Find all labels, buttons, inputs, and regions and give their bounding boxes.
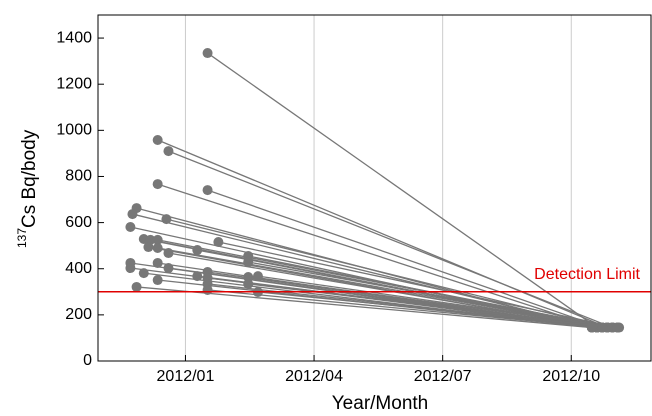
- point: [161, 214, 172, 225]
- y-tick-label: 1400: [56, 29, 92, 46]
- point: [152, 275, 163, 286]
- point: [243, 278, 254, 289]
- y-tick-label: 0: [83, 352, 92, 369]
- segment-line: [257, 275, 620, 329]
- point: [243, 257, 254, 268]
- segment-line: [248, 261, 618, 329]
- point: [202, 284, 213, 295]
- segment-line: [136, 286, 592, 329]
- point: [163, 146, 174, 157]
- point: [192, 271, 203, 282]
- point: [612, 322, 623, 333]
- point: [202, 48, 213, 59]
- segment-line: [157, 183, 598, 329]
- point: [152, 234, 163, 245]
- point: [192, 245, 203, 256]
- point: [131, 281, 142, 292]
- point: [138, 268, 149, 279]
- point: [152, 257, 163, 268]
- point: [213, 236, 224, 247]
- y-axis-title-sup: 137: [15, 228, 29, 248]
- y-axis-title: Cs Bq/body: [19, 129, 40, 228]
- point: [243, 272, 254, 283]
- y-tick-label: 200: [65, 306, 92, 323]
- segment-line: [207, 289, 603, 329]
- y-axis-title-group: 137 Cs Bq/body: [15, 129, 40, 248]
- segment-line: [207, 52, 598, 329]
- point: [152, 179, 163, 190]
- segments: [125, 48, 625, 333]
- x-tick-label: 2012/04: [285, 368, 343, 385]
- point: [252, 271, 263, 282]
- plot-frame: [97, 14, 652, 362]
- segment-line: [157, 247, 608, 329]
- segment-line: [168, 150, 613, 329]
- segment-line: [132, 213, 598, 329]
- point: [127, 209, 138, 220]
- point: [163, 248, 174, 259]
- segment-line: [207, 189, 603, 329]
- y-tick-label: 800: [65, 168, 92, 185]
- point: [202, 185, 213, 196]
- y-tick-label: 600: [65, 214, 92, 231]
- x-tick-label: 2012/07: [414, 368, 472, 385]
- point: [152, 242, 163, 253]
- point: [143, 242, 154, 253]
- point: [152, 135, 163, 146]
- x-axis-title: Year/Month: [332, 393, 428, 414]
- y-tick-label: 400: [65, 260, 92, 277]
- point: [125, 221, 136, 232]
- point: [597, 322, 608, 333]
- x-tick-label: 2012/01: [157, 368, 215, 385]
- x-tick-label: 2012/10: [542, 368, 600, 385]
- segment-line: [257, 291, 618, 329]
- segment-line: [218, 241, 618, 329]
- point: [125, 263, 136, 274]
- point: [163, 263, 174, 274]
- y-tick-label: 1200: [56, 75, 92, 92]
- y-tick-label: 1000: [56, 122, 92, 139]
- point: [586, 322, 597, 333]
- detection-limit-label: Detection Limit: [534, 266, 640, 283]
